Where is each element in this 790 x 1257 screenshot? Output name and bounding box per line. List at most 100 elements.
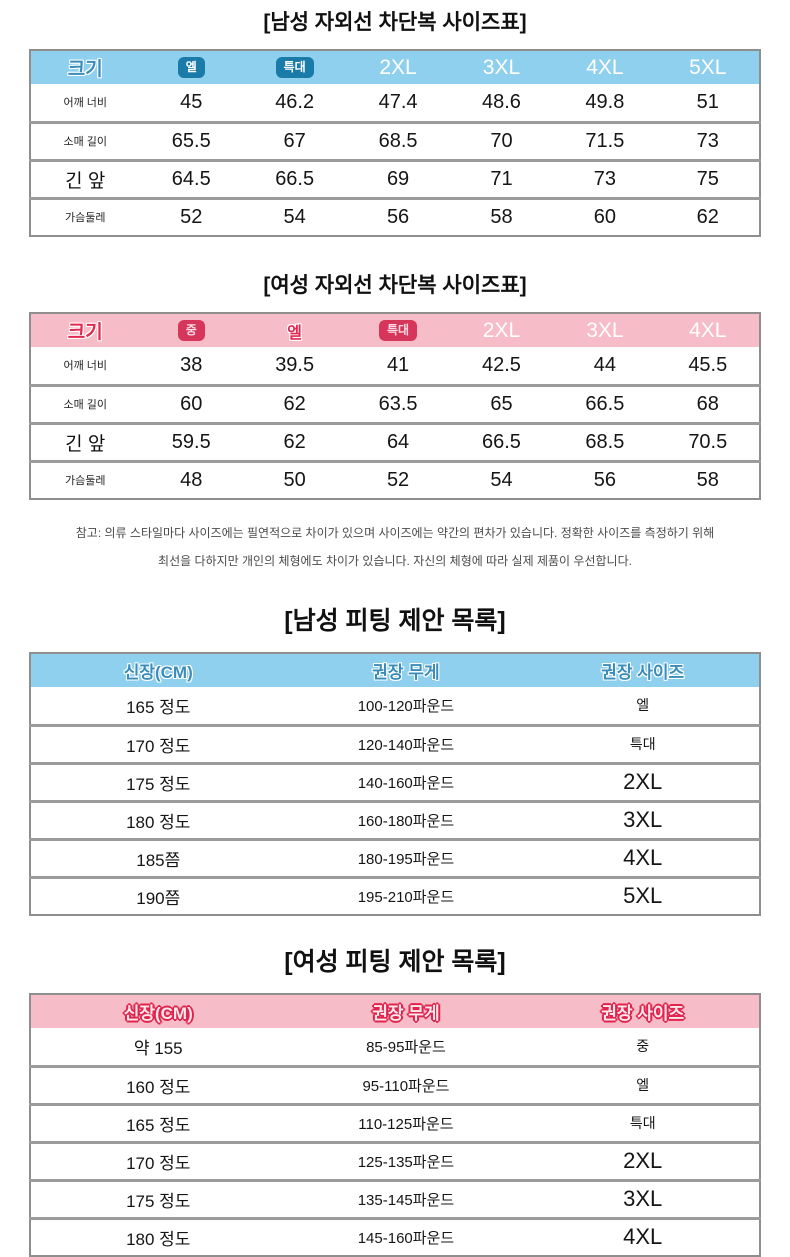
size-xl-badge: 특대 — [379, 320, 418, 341]
men-size-title: [남성 자외선 차단복 사이즈표] — [263, 11, 527, 34]
size-value: 64.5 — [139, 158, 243, 198]
size-m-badge: 중 — [177, 320, 205, 341]
men-size-header-size: 크기 — [67, 59, 103, 80]
size-value: 68.5 — [346, 120, 450, 160]
table-row: 170 정도 125-135파운드 2XL — [30, 1140, 760, 1180]
size-value: 39.5 — [275, 353, 315, 376]
fit-size: 특대 — [526, 723, 760, 763]
men-fit-table: 신장(CM) 권장 무게 권장 사이즈 165 정도 100-120파운드 엘 … — [29, 652, 761, 916]
size-value: 71 — [449, 158, 554, 198]
measurement-label: 가슴둘레 — [30, 196, 140, 236]
size-value: 38 — [180, 353, 203, 376]
size-value: 48 — [139, 459, 243, 499]
size-xl-badge: 특대 — [275, 57, 314, 78]
table-row: 어깨 너비 38 39.5 41 42.5 44 45.5 — [30, 347, 760, 385]
fit-height: 165 정도 — [126, 697, 191, 717]
men-size-col-xl: 특대 — [243, 50, 346, 84]
measurement-label: 가슴둘레 — [30, 459, 140, 499]
table-row: 160 정도 95-110파운드 엘 — [30, 1064, 760, 1104]
men-fit-header-size: 권장 사이즈 — [601, 663, 685, 682]
women-size-col-m: 중 — [140, 313, 243, 347]
size-disclaimer-note: 참고: 의류 스타일마다 사이즈에는 필연적으로 차이가 있으며 사이즈에는 약… — [0, 519, 790, 575]
size-value: 69 — [346, 158, 450, 198]
size-value: 52 — [139, 196, 243, 236]
fit-weight: 160-180파운드 — [285, 799, 527, 839]
women-fit-header-height: 신장(CM) — [123, 1004, 193, 1023]
size-l-badge: 엘 — [177, 57, 205, 78]
fit-weight: 145-160파운드 — [285, 1216, 527, 1256]
note-line-1: 참고: 의류 스타일마다 사이즈에는 필연적으로 차이가 있으며 사이즈에는 약… — [75, 526, 715, 540]
size-value: 47.4 — [378, 90, 418, 113]
fit-height: 175 정도 — [30, 1178, 286, 1218]
size-value: 59.5 — [139, 421, 243, 461]
women-size-title: [여성 자외선 차단복 사이즈표] — [263, 274, 527, 297]
women-size-col-3xl: 3XL — [586, 318, 624, 342]
size-value: 62 — [656, 196, 760, 236]
size-value: 45.5 — [688, 353, 728, 376]
women-size-col-l: 엘 — [287, 324, 303, 342]
size-value: 54 — [242, 196, 347, 236]
fit-weight: 95-110파운드 — [285, 1064, 527, 1104]
men-size-header-row: 크기 엘 특대 2XL 3XL 4XL 5XL — [30, 50, 760, 84]
size-value: 60 — [553, 196, 657, 236]
fit-size: 2XL — [526, 761, 760, 801]
men-size-col-4xl: 4XL — [586, 55, 624, 79]
size-value: 48.6 — [482, 90, 521, 113]
size-value: 64 — [346, 421, 450, 461]
women-size-header-row: 크기 중 엘 특대 2XL 3XL 4XL — [30, 313, 760, 347]
table-row: 175 정도 135-145파운드 3XL — [30, 1178, 760, 1218]
size-value: 58 — [656, 459, 760, 499]
fit-height: 180 정도 — [30, 799, 286, 839]
size-value: 45 — [180, 90, 203, 113]
table-row: 165 정도 100-120파운드 엘 — [30, 687, 760, 725]
size-value: 70.5 — [656, 421, 760, 461]
fit-weight: 110-125파운드 — [285, 1102, 527, 1142]
size-value: 51 — [696, 90, 719, 113]
women-size-header-size: 크기 — [67, 322, 103, 343]
table-row: 소매 길이 65.5 67 68.5 70 71.5 73 — [30, 120, 760, 160]
size-value: 58 — [449, 196, 554, 236]
size-value: 49.8 — [585, 90, 625, 113]
women-size-table: 크기 중 엘 특대 2XL 3XL 4XL 어깨 너비 38 39.5 41 4… — [29, 312, 761, 500]
measurement-label: 어깨 너비 — [63, 360, 108, 373]
fit-size: 4XL — [526, 837, 760, 877]
size-value: 63.5 — [346, 383, 450, 423]
fit-height: 170 정도 — [30, 723, 286, 763]
measurement-label: 긴 앞 — [30, 158, 140, 198]
table-row: 165 정도 110-125파운드 특대 — [30, 1102, 760, 1142]
measurement-label: 긴 앞 — [30, 421, 140, 461]
table-row: 가슴둘레 48 50 52 54 56 58 — [30, 459, 760, 499]
men-size-table: 크기 엘 특대 2XL 3XL 4XL 5XL 어깨 너비 45 46.2 47… — [29, 49, 761, 237]
fit-weight: 135-145파운드 — [285, 1178, 527, 1218]
men-fit-header-weight: 권장 무게 — [372, 663, 440, 682]
size-value: 60 — [139, 383, 243, 423]
table-row: 어깨 너비 45 46.2 47.4 48.6 49.8 51 — [30, 84, 760, 122]
size-value: 54 — [449, 459, 554, 499]
men-size-col-5xl: 5XL — [689, 55, 727, 79]
fit-height: 185쯤 — [30, 837, 286, 877]
size-value: 70 — [449, 120, 554, 160]
measurement-label: 어깨 너비 — [63, 97, 108, 110]
fit-size: 특대 — [526, 1102, 760, 1142]
size-value: 67 — [242, 120, 347, 160]
men-size-col-l: 엘 — [140, 50, 243, 84]
size-value: 65.5 — [139, 120, 243, 160]
fit-size: 엘 — [636, 697, 650, 714]
measurement-label: 소매 길이 — [30, 383, 140, 423]
women-size-col-2xl: 2XL — [482, 318, 521, 342]
women-fit-header-weight: 권장 무게 — [372, 1004, 440, 1023]
table-row: 긴 앞 59.5 62 64 66.5 68.5 70.5 — [30, 421, 760, 461]
fit-weight: 195-210파운드 — [285, 875, 527, 915]
fit-size: 4XL — [526, 1216, 760, 1256]
size-value: 73 — [656, 120, 760, 160]
size-value: 66.5 — [553, 383, 657, 423]
measurement-label: 소매 길이 — [30, 120, 140, 160]
fit-size: 3XL — [526, 799, 760, 839]
fit-height: 약 155 — [133, 1038, 183, 1058]
table-row: 170 정도 120-140파운드 특대 — [30, 723, 760, 763]
fit-weight: 180-195파운드 — [285, 837, 527, 877]
fit-weight: 85-95파운드 — [366, 1038, 446, 1056]
size-value: 68.5 — [553, 421, 657, 461]
size-value: 68 — [656, 383, 760, 423]
